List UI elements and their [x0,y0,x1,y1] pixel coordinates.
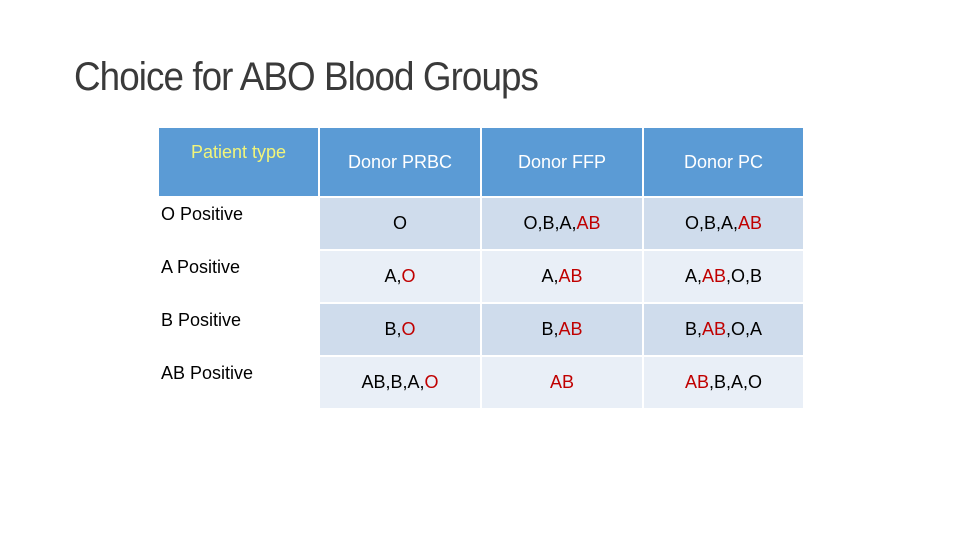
group-text: A, [541,266,559,286]
group-text: ,B,A,O [709,372,763,392]
highlighted-group-text: O [401,319,416,339]
patient-type-cell: B Positive [157,302,320,357]
donor-pc-cell: A,AB,O,B [642,249,805,304]
donor-ffp-cell: B,AB [480,302,644,357]
group-text: B, [384,319,402,339]
donor-prbc-cell: B,O [318,302,482,357]
donor-pc-cell: AB,B,A,O [642,355,805,410]
highlighted-group-text: AB [558,266,583,286]
header-donor-pc: Donor PC [642,126,805,198]
blood-compatibility-table: Patient type Donor PRBC Donor FFP Donor … [157,126,805,410]
highlighted-group-text: AB [684,372,709,392]
highlighted-group-text: O [424,372,439,392]
page-title: Choice for ABO Blood Groups [74,55,539,99]
table-row: AB Positive AB,B,A,O AB AB,B,A,O [157,355,805,410]
patient-type-cell: O Positive [157,196,320,251]
donor-ffp-cell: AB [480,355,644,410]
table-row: O Positive O O,B,A,AB O,B,A,AB [157,196,805,251]
donor-prbc-cell: O [318,196,482,251]
highlighted-group-text: AB [558,319,583,339]
group-text: B, [684,319,702,339]
donor-prbc-cell: AB,B,A,O [318,355,482,410]
group-text: A, [384,266,402,286]
highlighted-group-text: AB [576,213,601,233]
highlighted-group-text: AB [701,319,726,339]
group-text: A, [684,266,702,286]
group-text: O [392,213,407,233]
table-row: B Positive B,O B,AB B,AB,O,A [157,302,805,357]
patient-type-cell: A Positive [157,249,320,304]
donor-ffp-cell: A,AB [480,249,644,304]
highlighted-group-text: AB [549,372,574,392]
group-text: ,O,B [726,266,763,286]
table-header-row: Patient type Donor PRBC Donor FFP Donor … [157,126,805,198]
table-row: A Positive A,O A,AB A,AB,O,B [157,249,805,304]
donor-pc-cell: B,AB,O,A [642,302,805,357]
group-text: ,O,A [726,319,763,339]
donor-pc-cell: O,B,A,AB [642,196,805,251]
group-text: O,B,A, [684,213,738,233]
header-patient-type: Patient type [157,126,320,198]
highlighted-group-text: AB [738,213,763,233]
highlighted-group-text: O [401,266,416,286]
group-text: O,B,A, [523,213,577,233]
group-text: AB,B,A, [361,372,425,392]
donor-prbc-cell: A,O [318,249,482,304]
header-donor-ffp: Donor FFP [480,126,644,198]
highlighted-group-text: AB [701,266,726,286]
donor-ffp-cell: O,B,A,AB [480,196,644,251]
patient-type-cell: AB Positive [157,355,320,410]
header-donor-prbc: Donor PRBC [318,126,482,198]
group-text: B, [541,319,559,339]
